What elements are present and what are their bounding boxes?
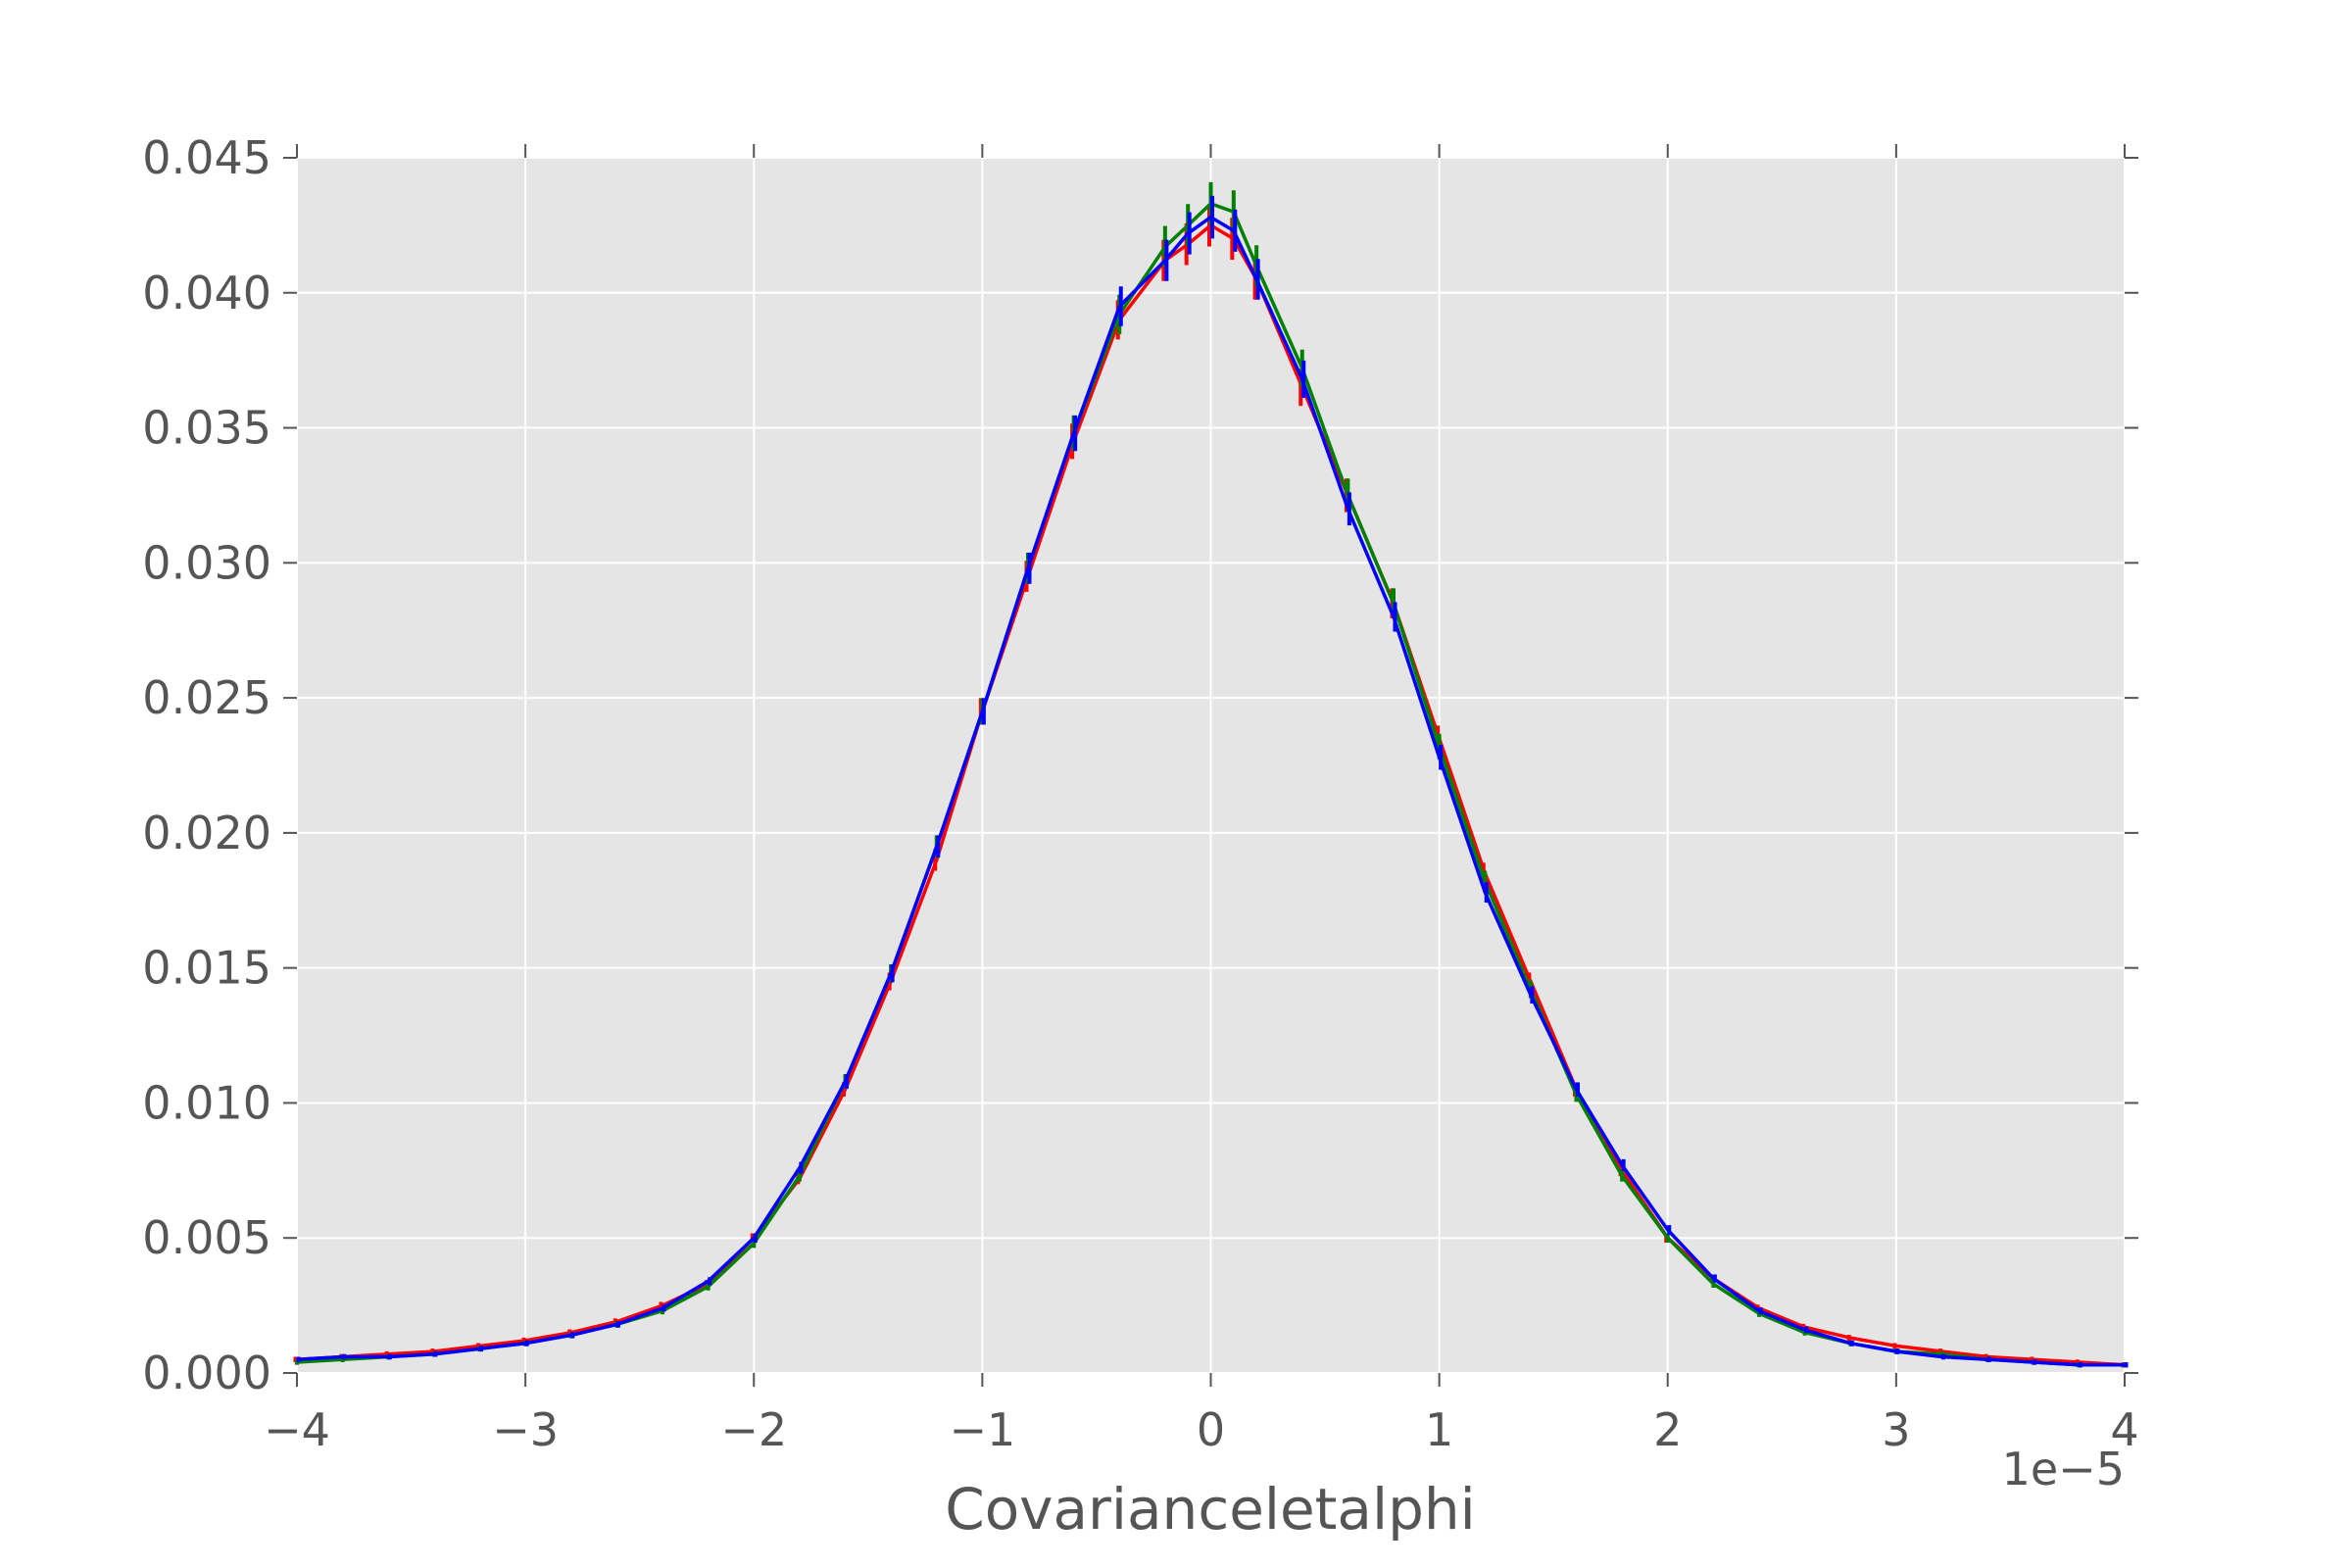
y-tick-label: 0.035 bbox=[142, 402, 271, 455]
x-tick-label: −3 bbox=[492, 1403, 559, 1456]
y-tick-label: 0.030 bbox=[142, 536, 271, 589]
y-tick-label: 0.015 bbox=[142, 942, 271, 995]
y-tick-label: 0.005 bbox=[142, 1211, 271, 1264]
y-tick-label: 0.025 bbox=[142, 671, 271, 724]
x-tick-label: 2 bbox=[1653, 1403, 1682, 1456]
y-tick-label: 0.010 bbox=[142, 1076, 271, 1129]
x-tick-label: −2 bbox=[720, 1403, 787, 1456]
series-layer bbox=[293, 181, 2129, 1368]
y-tick-label: 0.045 bbox=[142, 131, 271, 184]
y-tick-label: 0.040 bbox=[142, 267, 271, 319]
x-axis-label: Covarianceletalphi bbox=[945, 1476, 1476, 1543]
tick-labels: −4 −3 −2 −1 0 1 2 3 4 0.000 0.005 0.010 0.015 0.020 0.… bbox=[142, 131, 2138, 1456]
x-tick-label: −4 bbox=[264, 1403, 330, 1456]
x-offset-label: 1e−5 bbox=[2002, 1443, 2125, 1495]
x-tick-label: 3 bbox=[1882, 1403, 1910, 1456]
x-tick-label: 1 bbox=[1425, 1403, 1453, 1456]
x-tick-label: 4 bbox=[2110, 1403, 2138, 1456]
x-tick-label: 0 bbox=[1197, 1403, 1225, 1456]
tick-marks bbox=[283, 144, 2138, 1387]
y-tick-label: 0.000 bbox=[142, 1347, 271, 1399]
y-tick-label: 0.020 bbox=[142, 807, 271, 859]
x-tick-label: −1 bbox=[949, 1403, 1015, 1456]
